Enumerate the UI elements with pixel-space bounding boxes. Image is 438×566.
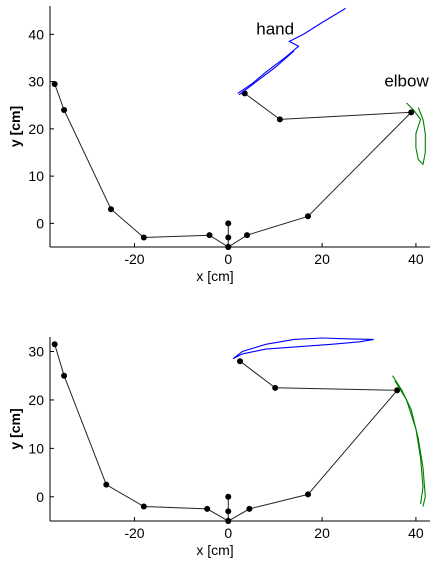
- x-tick-label: -20: [124, 525, 144, 541]
- y-axis-label: y [cm]: [7, 106, 23, 147]
- joint-point: [140, 234, 147, 241]
- x-tick-label: -20: [124, 251, 144, 267]
- panel-1: -20 0 20 40 0 10 20 30 40 x [cm] y [cm] hand elbow: [7, 6, 430, 284]
- trajectory-line: [392, 375, 426, 507]
- y-tick-label: 30: [28, 74, 44, 90]
- trajectory-line: [406, 102, 426, 166]
- joint-point: [51, 80, 58, 87]
- annotation-elbow: elbow: [384, 71, 429, 90]
- joint-point: [305, 213, 312, 220]
- y-tick-label: 10: [28, 168, 44, 184]
- joint-point: [394, 387, 401, 394]
- trajectory-line: [394, 380, 424, 505]
- y-axis-label: y [cm]: [7, 408, 23, 449]
- joint-point: [408, 109, 415, 116]
- x-tick-label: 20: [314, 251, 330, 267]
- x-tick-label: 20: [314, 525, 330, 541]
- joint-point: [61, 372, 68, 379]
- y-tick-label: 0: [36, 215, 44, 231]
- joint-point: [103, 481, 110, 488]
- y-tick-label: 0: [36, 489, 44, 505]
- joint-point: [204, 505, 211, 512]
- joint-point: [244, 232, 251, 239]
- x-tick-label: 40: [408, 525, 424, 541]
- trunk-point: [225, 508, 232, 515]
- trunk-point: [225, 234, 232, 241]
- arm-chain-line: [54, 344, 399, 522]
- joint-point: [206, 232, 213, 239]
- y-tick-label: 10: [28, 440, 44, 456]
- y-tick-label: 40: [28, 26, 44, 42]
- arm-chain-line: [54, 83, 413, 248]
- x-axis-label: x [cm]: [196, 268, 233, 284]
- joint-point: [272, 384, 279, 391]
- trajectory-line: [232, 337, 374, 360]
- trajectory-line: [238, 50, 295, 96]
- joint-point: [107, 206, 114, 213]
- joint-point: [237, 358, 243, 365]
- y-tick-label: 20: [28, 392, 44, 408]
- y-tick-label: 30: [28, 344, 44, 360]
- trunk-point: [225, 493, 232, 500]
- joint-point: [246, 505, 253, 512]
- x-tick-label: 40: [408, 251, 424, 267]
- x-tick-label: 0: [224, 251, 232, 267]
- joint-point: [241, 90, 248, 97]
- joint-point: [140, 503, 147, 510]
- trunk-point: [225, 244, 232, 250]
- y-tick-label: 20: [28, 121, 44, 137]
- joint-point: [276, 116, 283, 123]
- trunk-point: [225, 518, 232, 524]
- x-axis-label: x [cm]: [196, 542, 233, 558]
- joint-point: [61, 106, 68, 113]
- annotation-hand: hand: [256, 19, 294, 38]
- joint-point: [51, 341, 58, 348]
- trajectory-line: [237, 7, 346, 94]
- trunk-point: [225, 220, 232, 227]
- x-tick-label: 0: [224, 525, 232, 541]
- panel-2: -20 0 20 40 0 10 20 30 x [cm] y [cm]: [7, 337, 430, 558]
- joint-point: [305, 491, 312, 498]
